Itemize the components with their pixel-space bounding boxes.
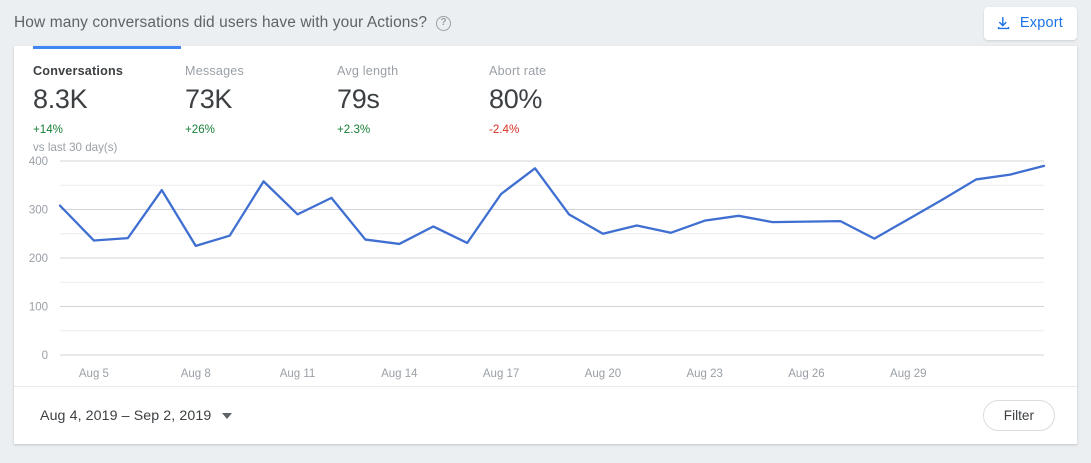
card-footer: Aug 4, 2019 – Sep 2, 2019 Filter <box>14 386 1077 444</box>
svg-text:Aug 29: Aug 29 <box>890 368 926 380</box>
help-circle-icon[interactable]: ? <box>436 15 452 31</box>
metric-label: Avg length <box>337 64 399 78</box>
svg-text:Aug 14: Aug 14 <box>381 368 418 380</box>
svg-text:Aug 23: Aug 23 <box>686 368 722 380</box>
metric-tabs: Conversations 8.3K +14% vs last 30 day(s… <box>14 46 1077 154</box>
metric-delta: +26% <box>185 123 215 136</box>
svg-text:400: 400 <box>29 156 48 168</box>
metric-comparison-note: vs last 30 day(s) <box>33 141 118 154</box>
tab-indicator <box>185 46 333 49</box>
page-header: How many conversations did users have wi… <box>0 0 1091 46</box>
svg-text:Aug 5: Aug 5 <box>79 368 109 380</box>
active-tab-indicator <box>33 46 181 49</box>
metric-label: Abort rate <box>489 64 547 78</box>
svg-text:200: 200 <box>29 253 48 265</box>
download-icon <box>995 15 1012 32</box>
chevron-down-icon <box>222 412 233 419</box>
export-button[interactable]: Export <box>983 6 1077 40</box>
svg-text:300: 300 <box>29 205 48 217</box>
metric-value: 80% <box>489 84 543 114</box>
metric-delta: +2.3% <box>337 123 371 136</box>
svg-text:Aug 11: Aug 11 <box>280 368 316 380</box>
date-range-label: Aug 4, 2019 – Sep 2, 2019 <box>40 407 212 424</box>
tab-indicator <box>337 46 485 49</box>
metric-label: Conversations <box>33 64 124 78</box>
filter-button[interactable]: Filter <box>982 400 1055 431</box>
date-range-selector[interactable]: Aug 4, 2019 – Sep 2, 2019 <box>40 407 233 424</box>
tab-indicator <box>489 46 637 49</box>
chart-canvas: 0 100 200 300 400 Aug 5 Aug 8 Aug 11 Aug 14 Aug 1… <box>29 156 1046 380</box>
metric-delta: -2.4% <box>489 123 520 136</box>
metric-value: 79s <box>337 84 380 114</box>
analytics-card: Conversations 8.3K +14% vs last 30 day(s… <box>14 46 1077 444</box>
metric-tab-conversations[interactable]: Conversations 8.3K +14% vs last 30 day(s… <box>33 46 185 154</box>
metric-delta: +14% <box>33 123 63 136</box>
metric-tab-avg-length[interactable]: Avg length 79s +2.3% <box>337 59 489 150</box>
metric-value: 8.3K <box>33 84 88 114</box>
metric-tab-messages[interactable]: Messages 73K +26% <box>185 59 337 150</box>
svg-text:Aug 8: Aug 8 <box>181 368 211 380</box>
svg-text:Aug 26: Aug 26 <box>788 368 824 380</box>
metric-label: Messages <box>185 64 244 78</box>
metric-value: 73K <box>185 84 233 114</box>
svg-text:Aug 20: Aug 20 <box>585 368 621 380</box>
line-chart[interactable]: 0 100 200 300 400 Aug 5 Aug 8 Aug 11 Aug 14 Aug 1… <box>14 150 1077 386</box>
page-title: How many conversations did users have wi… <box>14 14 428 31</box>
metric-tab-abort-rate[interactable]: Abort rate 80% -2.4% <box>489 59 641 150</box>
export-button-label: Export <box>1019 15 1063 31</box>
svg-text:0: 0 <box>42 350 48 362</box>
svg-text:Aug 17: Aug 17 <box>483 368 519 380</box>
svg-text:100: 100 <box>29 302 48 314</box>
